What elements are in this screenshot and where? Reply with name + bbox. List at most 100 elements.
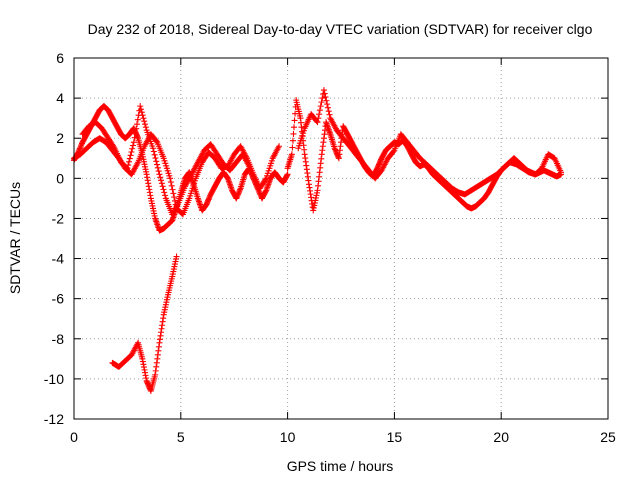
- data-point: [130, 142, 137, 149]
- data-point: [291, 124, 298, 131]
- data-point: [291, 117, 298, 124]
- data-point: [288, 151, 295, 158]
- data-point: [130, 139, 137, 146]
- data-point: [320, 87, 327, 94]
- x-tick-label: 0: [70, 429, 78, 445]
- data-point: [133, 125, 140, 132]
- x-tick-label: 5: [177, 429, 185, 445]
- data-point: [155, 168, 162, 175]
- data-point: [153, 138, 160, 145]
- data-point: [160, 186, 167, 193]
- x-tick-label: 15: [387, 429, 403, 445]
- y-tick-label: -8: [52, 331, 65, 347]
- x-tick-label: 25: [600, 429, 616, 445]
- y-tick-label: -6: [52, 291, 65, 307]
- data-point: [142, 121, 149, 128]
- data-point: [324, 104, 331, 111]
- data-point: [169, 186, 176, 193]
- data-point: [140, 115, 147, 122]
- data-point: [128, 149, 135, 156]
- y-tick-label: -4: [52, 251, 65, 267]
- data-point: [127, 152, 134, 159]
- data-point: [326, 111, 333, 118]
- data-point: [323, 97, 330, 104]
- data-point: [150, 148, 157, 155]
- x-axis-label: GPS time / hours: [287, 458, 394, 474]
- data-point: [159, 183, 166, 190]
- data-point: [171, 194, 178, 201]
- data-point: [558, 169, 565, 176]
- data-point: [173, 253, 180, 260]
- data-point: [316, 111, 323, 118]
- y-tick-label: 2: [56, 130, 64, 146]
- data-point: [151, 151, 158, 158]
- x-tick-label: 10: [280, 429, 296, 445]
- data-point: [314, 119, 321, 126]
- data-point: [126, 155, 133, 162]
- data-point: [167, 175, 174, 182]
- data-point: [162, 192, 169, 199]
- chart-title: Day 232 of 2018, Sidereal Day-to-day VTE…: [88, 21, 593, 37]
- y-tick-label: -10: [44, 371, 64, 387]
- data-point: [137, 103, 144, 110]
- data-point: [125, 162, 132, 169]
- data-point: [284, 171, 291, 178]
- x-axis: 0 5 10 15 20 25: [70, 58, 616, 445]
- data-point: [276, 143, 283, 150]
- data-point: [322, 94, 329, 101]
- data-point: [324, 101, 331, 108]
- data-point: [317, 103, 324, 110]
- data-point: [246, 163, 253, 170]
- data-point: [319, 95, 326, 102]
- data-point: [167, 179, 174, 186]
- data-point: [152, 155, 159, 162]
- x-tick-label: 20: [493, 429, 509, 445]
- data-point: [124, 165, 131, 172]
- y-tick-label: -2: [52, 210, 65, 226]
- data-point: [141, 118, 148, 125]
- data-point: [170, 190, 177, 197]
- data-point: [318, 99, 325, 106]
- data-point: [316, 107, 323, 114]
- data-point: [132, 130, 139, 137]
- data-point: [154, 161, 161, 168]
- data-point: [156, 171, 163, 178]
- data-point: [158, 177, 165, 184]
- plot-frame: [73, 57, 609, 420]
- grid-lines: [74, 58, 608, 419]
- data-point: [325, 108, 332, 115]
- data-points: [71, 87, 565, 394]
- data-point: [390, 148, 397, 155]
- data-point: [321, 90, 328, 97]
- data-point: [134, 121, 141, 128]
- data-point: [289, 137, 296, 144]
- data-point: [126, 158, 133, 165]
- data-point: [134, 116, 141, 123]
- data-point: [157, 174, 164, 181]
- data-point: [142, 124, 149, 131]
- data-point: [168, 182, 175, 189]
- data-point: [139, 112, 146, 119]
- data-point: [262, 176, 269, 183]
- data-point: [161, 189, 168, 196]
- data-point: [138, 109, 145, 116]
- data-point: [313, 118, 320, 125]
- data-point: [289, 144, 296, 151]
- y-tick-label: -12: [44, 411, 64, 427]
- data-point: [290, 130, 297, 137]
- data-point: [150, 145, 157, 152]
- y-tick-label: 4: [56, 90, 64, 106]
- data-point: [153, 158, 160, 165]
- y-axis: -12 -10 -8 -6 -4 -2 0 2 4 6: [44, 50, 608, 427]
- data-point: [110, 143, 117, 150]
- data-point: [158, 180, 165, 187]
- data-point: [154, 164, 161, 171]
- y-tick-label: 6: [56, 50, 64, 66]
- data-point: [131, 134, 138, 141]
- y-axis-label: SDTVAR / TECUs: [7, 182, 23, 294]
- y-tick-label: 0: [56, 170, 64, 186]
- data-point: [129, 145, 136, 152]
- data-point: [315, 115, 322, 122]
- data-point: [138, 106, 145, 113]
